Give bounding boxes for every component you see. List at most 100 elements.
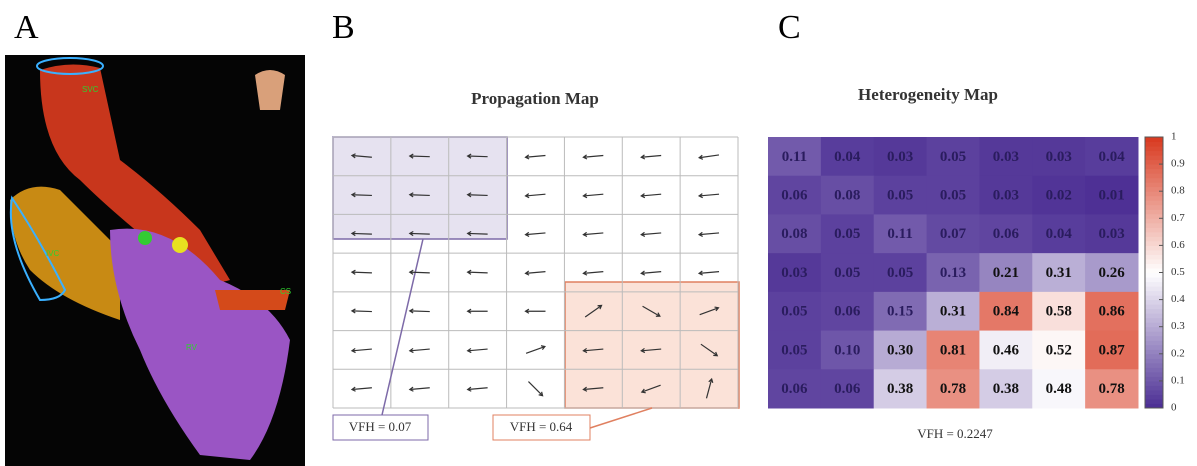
cell-label: 0.05 [834,265,860,281]
anatomy-label: IVC [46,249,60,258]
colorbar-segment [1145,146,1163,151]
colorbar-segment [1145,236,1163,241]
map-title: Propagation Map [471,89,599,108]
cell-label: 0.04 [834,149,861,165]
arrow [699,232,719,236]
arrow [526,232,546,236]
colorbar-segment [1145,381,1163,386]
cell-label: 0.06 [781,381,808,397]
cell-label: 0.03 [781,265,807,281]
arrow [468,309,488,313]
cell-label: 0.01 [1098,188,1124,204]
cell-label: 0.13 [940,265,966,281]
colorbar-segment [1145,309,1163,314]
colorbar-segment [1145,182,1163,187]
colorbar-tick-label: 0.9 [1171,158,1185,170]
colorbar-segment [1145,196,1163,201]
colorbar-segment [1145,300,1163,305]
colorbar-segment [1145,191,1163,196]
cell-label: 0.38 [993,381,1019,397]
panel-label: A [14,9,39,46]
arrow [526,155,546,159]
panel-label: B [332,9,355,46]
colorbar-segment [1145,250,1163,255]
cell-label: 0.06 [781,188,808,204]
colorbar-segment [1145,372,1163,377]
colorbar-segment [1145,394,1163,399]
region-box [333,137,507,239]
colorbar-segment [1145,245,1163,250]
cell-label: 0.05 [834,226,860,242]
chart-title: Heterogeneity Map [858,85,998,104]
cell-label: 0.26 [1098,265,1125,281]
cell-label: 0.11 [782,149,807,165]
colorbar-segment [1145,363,1163,368]
cell-label: 0.04 [1098,149,1125,165]
arrow [526,346,545,354]
cell-label: 0.05 [887,265,913,281]
arrow [583,271,603,275]
colorbar-segment [1145,313,1163,318]
colorbar-segment [1145,331,1163,336]
cell-label: 0.81 [940,342,966,358]
colorbar-segment [1145,358,1163,363]
arrow [641,271,661,275]
colorbar-segment [1145,137,1163,142]
colorbar-segment [1145,327,1163,332]
cell-label: 0.05 [940,188,966,204]
arrow [526,309,546,313]
arrow [699,155,719,159]
arrow [699,194,719,198]
colorbar-segment [1145,273,1163,278]
cell-label: 0.03 [1046,149,1072,165]
cell-label: 0.05 [781,342,807,358]
colorbar-segment [1145,205,1163,210]
arrow [410,309,430,313]
cell-label: 0.21 [993,265,1019,281]
cell-label: 0.08 [834,188,860,204]
arrow [641,155,661,159]
cell-label: 0.03 [993,149,1019,165]
cell-label: 0.03 [993,188,1019,204]
cell-label: 0.05 [940,149,966,165]
colorbar-segment [1145,304,1163,309]
colorbar-segment [1145,277,1163,282]
colorbar-segment [1145,291,1163,296]
colorbar-segment [1145,254,1163,259]
arrow [352,270,372,274]
colorbar-segment [1145,259,1163,264]
cell-label: 0.06 [993,226,1020,242]
colorbar-tick-label: 0.4 [1171,293,1185,305]
colorbar-segment [1145,318,1163,323]
figure-svg: A B C SVC IVC CS RV Propagation Map VFH … [0,0,1197,466]
colorbar-tick-label: 0.1 [1171,374,1185,386]
colorbar-tick-label: 0.2 [1171,347,1185,359]
colorbar-segment [1145,336,1163,341]
colorbar-segment [1145,155,1163,160]
arrow [352,387,372,391]
cell-label: 0.07 [940,226,967,242]
arrow [468,270,488,274]
colorbar-segment [1145,263,1163,268]
colorbar-tick-label: 1 [1171,131,1177,143]
cell-label: 0.06 [834,381,861,397]
annotation: VFH = 0.07 [349,419,412,434]
cell-label: 0.58 [1046,304,1072,320]
x-axis-label: VFH = 0.2247 [917,426,993,441]
arrow [352,348,372,352]
cell-label: 0.08 [781,226,807,242]
cell-label: 0.84 [993,304,1020,320]
cell-label: 0.03 [887,149,913,165]
cell-label: 0.52 [1046,342,1072,358]
cell-label: 0.78 [1098,381,1124,397]
arrow [526,194,546,198]
cell-label: 0.10 [834,342,860,358]
arrow [468,387,488,391]
colorbar-tick-label: 0 [1171,402,1177,414]
arrow [583,155,603,159]
cell-label: 0.31 [1046,265,1072,281]
arrow [410,270,430,274]
arrow [352,309,372,313]
colorbar-tick-label: 0.5 [1171,266,1185,278]
cell-label: 0.15 [887,304,913,320]
